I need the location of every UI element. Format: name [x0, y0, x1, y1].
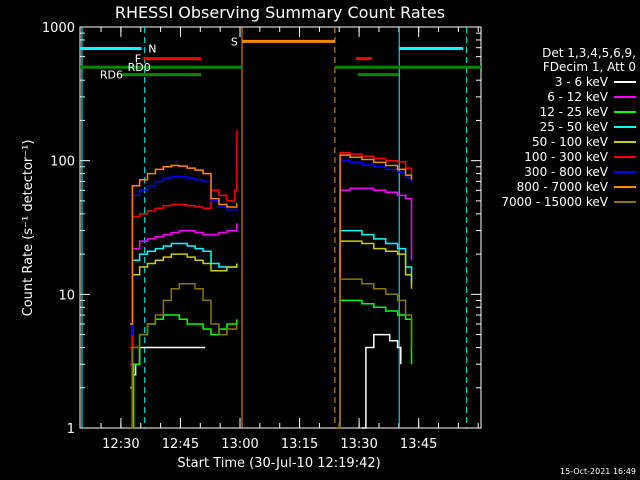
x-tick-label: 12:45 [162, 437, 199, 452]
legend-swatch [614, 110, 636, 113]
legend-label: 300 - 800 keV [524, 164, 608, 179]
x-tick-label: 13:15 [281, 437, 318, 452]
legend-item: 7000 - 15000 keV [480, 194, 640, 209]
series-line [130, 129, 238, 349]
legend-item: 12 - 25 keV [480, 104, 640, 119]
plot-frame [79, 26, 482, 429]
flag-label: N [148, 43, 156, 56]
legend-label: 7000 - 15000 keV [501, 194, 608, 209]
chart-title: RHESSI Observing Summary Count Rates [115, 3, 445, 22]
generation-timestamp: 15-Oct-2021 16:49 [560, 467, 636, 476]
legend: Det 1,3,4,5,6,9, FDecim 1, Att 0 3 - 6 k… [480, 46, 640, 209]
series-line [336, 154, 413, 429]
series-line [336, 299, 413, 429]
legend-swatch [614, 125, 636, 128]
legend-swatch [614, 95, 636, 98]
x-tick-label: 13:30 [340, 437, 377, 452]
series-line [336, 151, 413, 429]
legend-item: 800 - 7000 keV [480, 179, 640, 194]
series-line [130, 314, 238, 429]
legend-label: 800 - 7000 keV [516, 179, 608, 194]
series-line [361, 333, 402, 429]
flag-label: S [231, 35, 238, 48]
series-line [336, 240, 413, 429]
legend-label: 50 - 100 keV [531, 134, 608, 149]
series-line [130, 282, 238, 429]
series-line [130, 346, 206, 429]
legend-item: 300 - 800 keV [480, 164, 640, 179]
legend-label: 3 - 6 keV [554, 74, 608, 89]
series-line [336, 187, 413, 429]
legend-label: 100 - 300 keV [524, 149, 608, 164]
legend-label: 25 - 50 keV [539, 119, 608, 134]
legend-item: 100 - 300 keV [480, 149, 640, 164]
legend-item: 6 - 12 keV [480, 89, 640, 104]
legend-label: 6 - 12 keV [547, 89, 608, 104]
legend-swatch [614, 140, 636, 143]
flag-label: RD0 [128, 61, 151, 74]
x-tick-label: 12:30 [102, 437, 139, 452]
series-line [336, 159, 413, 429]
x-tick-label: 13:00 [221, 437, 258, 452]
series-line [130, 253, 238, 389]
legend-header-line: FDecim 1, Att 0 [542, 60, 636, 74]
legend-swatch [614, 185, 636, 188]
series-line [130, 242, 238, 389]
legend-swatch [614, 80, 636, 83]
x-tick-label: 13:45 [400, 437, 437, 452]
y-axis-label: Count Rate (s⁻¹ detector⁻¹) [21, 140, 36, 317]
y-tick-label: 100 [50, 155, 75, 170]
series-line [336, 229, 413, 429]
legend-swatch [614, 200, 636, 203]
legend-swatch [614, 155, 636, 158]
series-line [130, 164, 238, 325]
legend-header-line: Det 1,3,4,5,6,9, [542, 46, 636, 60]
flag-label: RD6 [100, 69, 123, 82]
legend-item: 25 - 50 keV [480, 119, 640, 134]
legend-label: 12 - 25 keV [539, 104, 608, 119]
y-tick-label: 1000 [42, 21, 75, 36]
series-line [130, 223, 238, 365]
legend-swatch [614, 170, 636, 173]
y-tick-label: 10 [58, 288, 75, 303]
flag-label: F [135, 53, 141, 66]
x-axis-label: Start Time (30-Jul-10 12:19:42) [177, 456, 380, 471]
series-line [130, 175, 238, 336]
y-tick-label: 1 [67, 422, 75, 437]
legend-item: 3 - 6 keV [480, 74, 640, 89]
series-line [336, 278, 413, 429]
legend-item: 50 - 100 keV [480, 134, 640, 149]
